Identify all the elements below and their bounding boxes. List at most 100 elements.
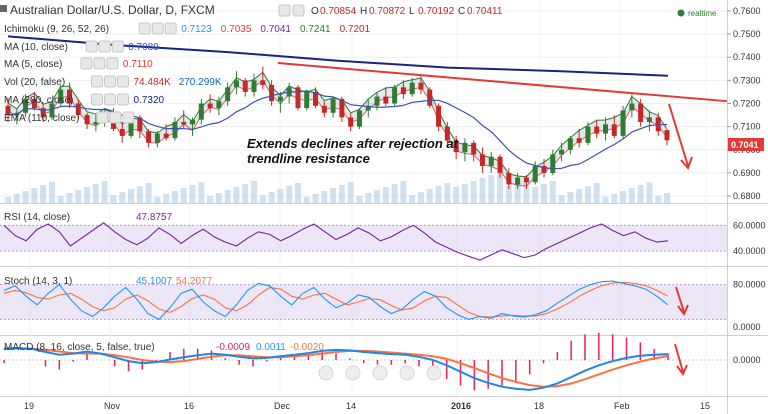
indicator-legend[interactable]: Ichimoku (9, 26, 52, 26) 0.7123 0.7035 0.70… [4, 22, 371, 124]
indicator-name[interactable]: MA (200, close) [4, 95, 73, 106]
candle-body [330, 98, 336, 113]
scroll-right-button[interactable] [399, 365, 415, 381]
price-tick-label: 0.6800 [733, 191, 761, 201]
candle-body [163, 133, 169, 139]
volume-bar [347, 182, 354, 203]
candle-body [629, 103, 635, 111]
candle-body [304, 91, 310, 109]
down-arrow-icon [675, 286, 689, 316]
indicator-button[interactable] [111, 40, 124, 53]
candle-body [128, 117, 134, 136]
macd-value-line: 0.0011 [256, 342, 286, 353]
scroll-left-button[interactable] [372, 365, 388, 381]
chart-navigation[interactable] [318, 365, 442, 381]
volume-bar [128, 189, 135, 203]
settings-button[interactable] [278, 4, 291, 17]
time-tick-label: 18 [534, 401, 544, 411]
candle-body [567, 138, 573, 150]
indicator-button[interactable] [98, 40, 111, 53]
zoom-out-button[interactable] [318, 365, 334, 381]
volume-bar [66, 193, 73, 203]
volume-bar [13, 194, 20, 203]
indicator-button[interactable] [138, 22, 151, 35]
price-tag-value: 0.7041 [731, 140, 759, 150]
candle-body [523, 177, 529, 183]
macd-pane[interactable] [0, 336, 727, 396]
indicator-name[interactable]: MA (10, close) [4, 42, 68, 53]
indicator-button[interactable] [104, 75, 116, 88]
indicator-button[interactable] [96, 111, 109, 124]
candle-body [506, 172, 512, 185]
reset-button[interactable] [426, 365, 442, 381]
indicator-button[interactable] [164, 22, 177, 35]
candle-body [31, 98, 37, 109]
volume-bar [233, 187, 240, 203]
stoch-k-value: 45.1007 [136, 276, 173, 287]
stoch-pane[interactable] [0, 267, 727, 335]
indicator-button[interactable] [106, 57, 119, 70]
annotation-line-1: Extends declines after rejection at [247, 136, 459, 151]
time-tick-label: Dec [274, 401, 291, 411]
indicator-name[interactable]: EMA (110, close) [4, 113, 79, 124]
current-price-tag: 0.7041 [728, 138, 764, 151]
volume-bar [470, 181, 477, 203]
indicator-button[interactable] [85, 40, 98, 53]
rsi-band [0, 225, 727, 252]
hide-button[interactable] [292, 4, 305, 17]
volume-bar [549, 181, 556, 203]
indicator-button[interactable] [80, 57, 93, 70]
rsi-pane[interactable] [0, 204, 727, 266]
volume-bar [593, 183, 600, 203]
volume-bar [356, 196, 363, 203]
indicator-value: 0.7110 [123, 59, 153, 70]
volume-bar [611, 194, 618, 203]
candle-body [585, 126, 591, 143]
indicator-name[interactable]: Vol (20, false) [4, 77, 65, 88]
candle-body [198, 103, 204, 120]
down-arrow-icon [668, 103, 693, 170]
candle-body [576, 138, 582, 143]
candle-body [453, 140, 459, 153]
volume-bar [268, 192, 275, 203]
realtime-indicator: realtime [677, 9, 717, 18]
indicator-name[interactable]: Ichimoku (9, 26, 52, 26) [4, 24, 109, 35]
indicator-name[interactable]: MA (5, close) [4, 59, 62, 70]
zoom-in-button[interactable] [345, 365, 361, 381]
stoch-legend: Stoch (14, 3, 1) 45.1007 54.2077 [4, 276, 213, 287]
indicator-button[interactable] [117, 93, 129, 106]
header-buttons[interactable] [278, 4, 305, 17]
volume-bar [330, 188, 337, 203]
indicator-value: 0.7201 [340, 24, 371, 35]
stoch-tick-label: 0.0000 [733, 322, 761, 332]
indicator-button[interactable] [93, 57, 106, 70]
indicator-button[interactable] [91, 93, 103, 106]
volume-bar [646, 182, 653, 203]
volume-bar [207, 196, 214, 203]
rsi-legend: RSI (14, close) 47.8757 [4, 212, 173, 223]
indicator-button[interactable] [91, 75, 103, 88]
volume-bar [277, 189, 284, 203]
volume-bar [338, 185, 345, 203]
indicator-button[interactable] [122, 111, 135, 124]
ohlc-readout: O 0.70854 H 0.70872 L 0.70192 C 0.70411 [311, 6, 503, 17]
candle-body [594, 126, 600, 134]
time-tick-label: 16 [184, 401, 194, 411]
candle-body [216, 101, 222, 109]
indicator-button[interactable] [117, 75, 129, 88]
indicator-button[interactable] [104, 93, 116, 106]
candle-body [620, 110, 626, 136]
volume-bar [628, 188, 635, 203]
volume-bar [259, 195, 266, 203]
candle-body [383, 96, 389, 104]
ohlc-key: L [409, 6, 415, 17]
candle-body [58, 89, 64, 104]
candle-body [418, 82, 424, 90]
indicator-button[interactable] [109, 111, 122, 124]
volume-bar [655, 196, 662, 203]
indicator-button[interactable] [151, 22, 164, 35]
volume-bar [637, 185, 644, 203]
rsi-tick-label: 40.0000 [733, 246, 766, 256]
candle-body [400, 87, 406, 95]
volume-bar [294, 183, 301, 203]
